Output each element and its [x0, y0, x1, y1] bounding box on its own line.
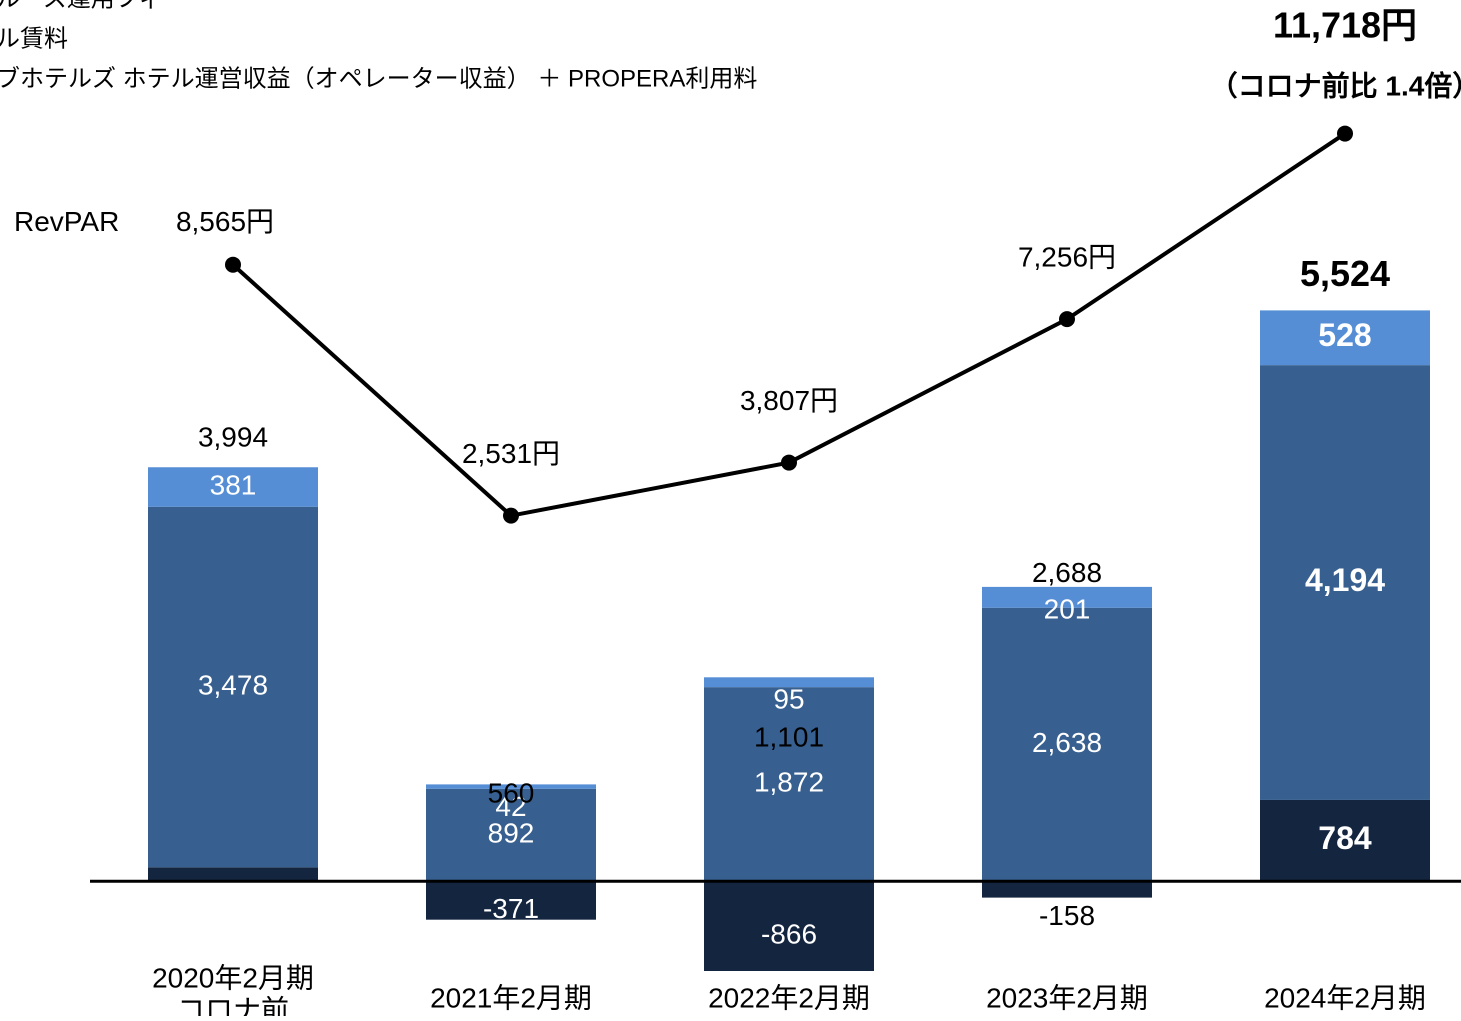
bar-segment [982, 607, 1152, 882]
total-label: 5,524 [1300, 253, 1390, 294]
x-tick-label: 2020年2月期 [152, 962, 314, 993]
segment-label: 784 [1318, 820, 1372, 856]
line-label: 8,565円 [176, 206, 274, 237]
annotation: （コロナ前比 1.4倍） [1210, 69, 1461, 101]
bar-segment [1260, 365, 1430, 800]
legend-text: ル賃料 [0, 25, 68, 52]
bar-segment [148, 867, 318, 882]
segment-label: 42 [495, 791, 526, 822]
line-label: 7,256円 [1018, 242, 1116, 273]
total-label: 560 [488, 778, 535, 809]
line-point [1337, 125, 1353, 142]
line-name: RevPAR [14, 206, 119, 237]
bar-segment [426, 784, 596, 789]
bar-segment [982, 881, 1152, 898]
segment-label: -371 [483, 893, 539, 924]
segment-label: 2,638 [1032, 727, 1102, 758]
segment-label: 95 [773, 684, 804, 715]
line-point [1059, 311, 1075, 328]
bar-segment [982, 586, 1152, 608]
bar-segment [148, 506, 318, 868]
segment-label: -866 [761, 919, 817, 950]
line-point [225, 256, 241, 273]
segment-label: 892 [488, 817, 535, 848]
line-label: 11,718円 [1273, 5, 1417, 46]
bar-segment [704, 677, 874, 688]
segment-label: 201 [1044, 593, 1091, 624]
line-point [781, 454, 797, 471]
x-tick-label: 2021年2月期 [430, 982, 592, 1013]
bar-segment [704, 687, 874, 882]
bar-segment [1260, 310, 1430, 366]
bar-segment [1260, 799, 1430, 882]
segment-label: 1,872 [754, 767, 824, 798]
legend-text: ルース運用フィ [0, 0, 162, 12]
segment-label: 381 [210, 469, 257, 500]
segment-label: 528 [1318, 317, 1371, 353]
bar-segment [148, 467, 318, 507]
segment-label: 3,478 [198, 669, 268, 700]
bar-segment [704, 881, 874, 972]
x-tick-label: 2024年2月期 [1264, 982, 1426, 1013]
x-tick-label: 2023年2月期 [986, 982, 1148, 1013]
line-label: 3,807円 [740, 385, 838, 416]
category-note: コロナ前 [177, 994, 289, 1016]
total-label: 3,994 [198, 422, 268, 453]
segment-label: 4,194 [1305, 562, 1385, 598]
segment-label: -158 [1039, 900, 1095, 931]
line-label: 2,531円 [462, 438, 560, 469]
total-label: 1,101 [754, 721, 824, 752]
bar-segment [426, 788, 596, 882]
x-tick-label: 2022年2月期 [708, 982, 870, 1013]
bar-segment [426, 881, 596, 920]
total-label: 2,688 [1032, 557, 1102, 588]
legend-text: ブホテルズ ホテル運営収益（オペレーター収益） ＋ PROPERA利用料 [0, 65, 757, 92]
line-point [503, 507, 519, 524]
